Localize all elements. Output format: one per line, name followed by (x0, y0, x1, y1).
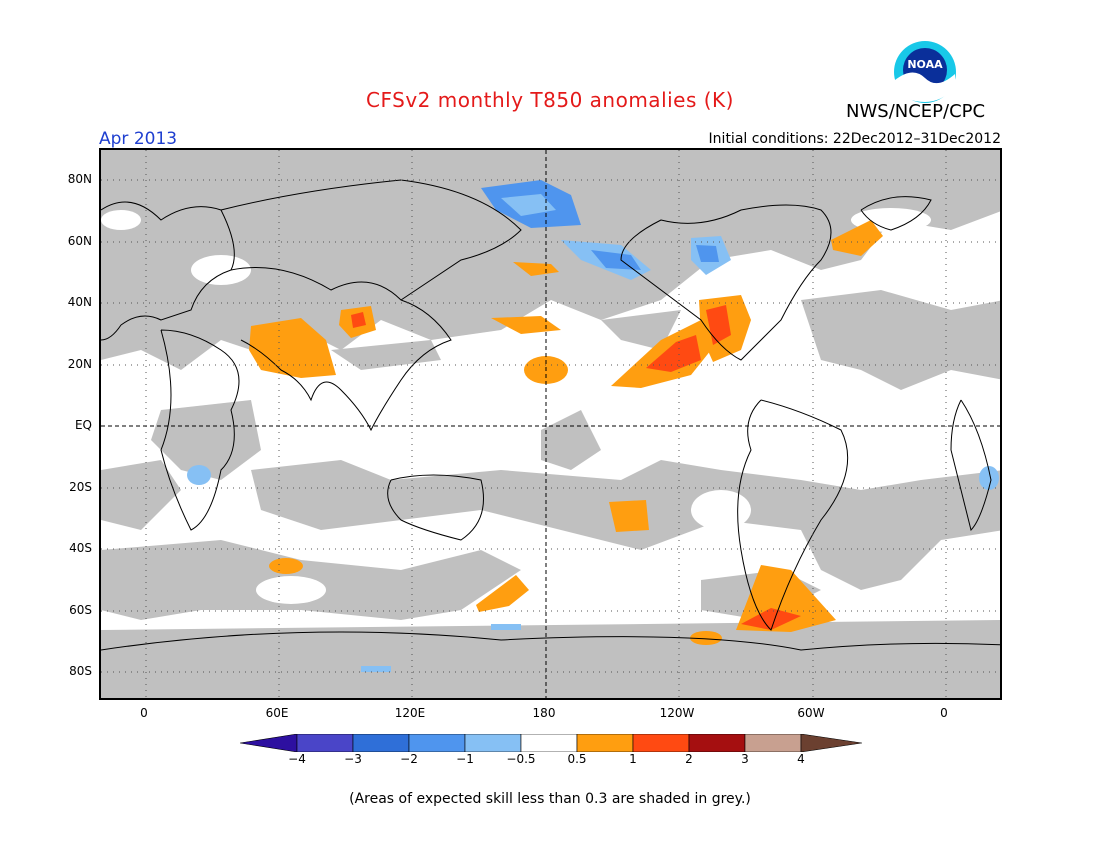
noaa-logo-text: NOAA (907, 58, 943, 71)
anomaly-map (99, 148, 1002, 700)
lon-label-120w: 120W (659, 706, 695, 720)
lat-label-80n: 80N (67, 172, 92, 186)
colorbar-label-neg1: −1 (456, 752, 474, 766)
lon-label-0-right: 0 (940, 706, 948, 720)
lon-label-0-left: 0 (140, 706, 148, 720)
colorbar-label-1: 1 (629, 752, 637, 766)
colorbar-label-05: 0.5 (567, 752, 587, 766)
noaa-logo: NOAA (894, 41, 956, 103)
skill-footnote: (Areas of expected skill less than 0.3 a… (349, 791, 751, 807)
lon-label-120e: 120E (394, 706, 426, 720)
colorbar-label-4: 4 (797, 752, 805, 766)
lat-label-60n: 60N (67, 234, 92, 248)
lat-label-60s: 60S (69, 603, 92, 617)
colorbar-label-neg2: −2 (400, 752, 418, 766)
map-title: CFSv2 monthly T850 anomalies (K) (366, 88, 734, 112)
lon-label-60e: 60E (265, 706, 289, 720)
initial-conditions: Initial conditions: 22Dec2012–31Dec2012 (708, 131, 1001, 147)
lat-label-20s: 20S (69, 480, 92, 494)
lat-label-40n: 40N (67, 295, 92, 309)
coastlines (101, 179, 1000, 651)
negative-anomalies (187, 180, 999, 672)
colorbar-label-2: 2 (685, 752, 693, 766)
colorbar-label-neg3: −3 (344, 752, 362, 766)
colorbar (240, 734, 862, 752)
map-canvas (101, 150, 1000, 698)
positive-anomalies (249, 220, 883, 645)
colorbar-label-neg05: −0.5 (506, 752, 536, 766)
lat-label-20n: 20N (67, 357, 92, 371)
grid-lines (101, 150, 1000, 698)
lat-label-eq: EQ (74, 418, 92, 432)
low-skill-regions (101, 150, 1000, 698)
colorbar-label-neg4: −4 (288, 752, 306, 766)
lat-label-40s: 40S (69, 541, 92, 555)
forecast-month: Apr 2013 (99, 129, 178, 149)
colorbar-label-3: 3 (741, 752, 749, 766)
lon-label-180: 180 (532, 706, 556, 720)
agency-label: NWS/NCEP/CPC (846, 101, 986, 122)
lon-label-60w: 60W (797, 706, 825, 720)
lat-label-80s: 80S (69, 664, 92, 678)
